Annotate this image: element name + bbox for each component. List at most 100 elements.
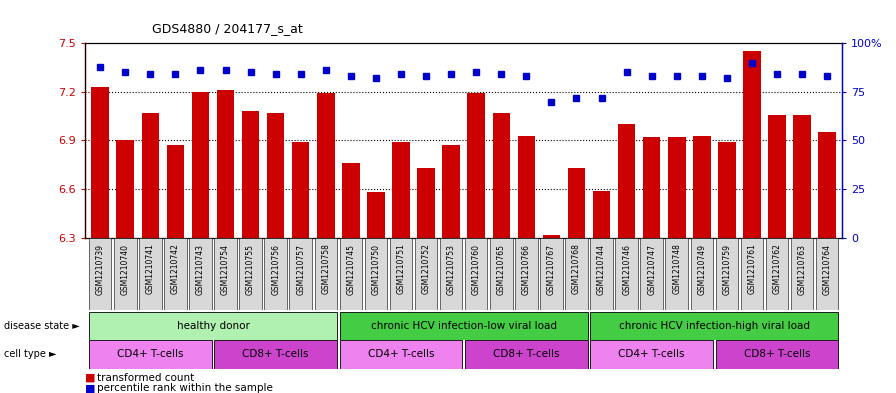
FancyBboxPatch shape [114, 238, 136, 310]
Bar [793, 115, 811, 238]
Text: percentile rank within the sample: percentile rank within the sample [97, 383, 272, 393]
Text: CD8+ T-cells: CD8+ T-cells [243, 349, 309, 360]
FancyBboxPatch shape [590, 312, 839, 340]
Text: GSM1210760: GSM1210760 [471, 244, 481, 295]
FancyBboxPatch shape [515, 238, 538, 310]
Text: GSM1210748: GSM1210748 [672, 244, 681, 294]
FancyBboxPatch shape [465, 340, 588, 369]
Text: CD4+ T-cells: CD4+ T-cells [367, 349, 435, 360]
Text: CD8+ T-cells: CD8+ T-cells [744, 349, 810, 360]
FancyBboxPatch shape [214, 238, 237, 310]
Text: GSM1210742: GSM1210742 [171, 244, 180, 294]
Bar [468, 94, 485, 238]
FancyBboxPatch shape [565, 238, 588, 310]
Bar [518, 136, 535, 238]
Bar [668, 137, 685, 238]
Bar [493, 113, 510, 238]
FancyBboxPatch shape [766, 238, 788, 310]
Text: GSM1210753: GSM1210753 [446, 244, 456, 295]
FancyBboxPatch shape [289, 238, 312, 310]
FancyBboxPatch shape [214, 340, 337, 369]
FancyBboxPatch shape [340, 312, 588, 340]
Bar [116, 140, 134, 238]
Text: GSM1210746: GSM1210746 [622, 244, 631, 295]
FancyBboxPatch shape [89, 340, 211, 369]
Bar [568, 168, 585, 238]
FancyBboxPatch shape [89, 238, 111, 310]
Text: GSM1210756: GSM1210756 [271, 244, 280, 295]
Bar [267, 113, 284, 238]
FancyBboxPatch shape [641, 238, 663, 310]
Text: GSM1210749: GSM1210749 [697, 244, 706, 295]
Bar [743, 51, 761, 238]
FancyBboxPatch shape [139, 238, 161, 310]
Text: GSM1210761: GSM1210761 [747, 244, 756, 294]
FancyBboxPatch shape [590, 238, 613, 310]
Text: GSM1210747: GSM1210747 [647, 244, 656, 295]
FancyBboxPatch shape [490, 238, 513, 310]
Text: CD4+ T-cells: CD4+ T-cells [117, 349, 184, 360]
Bar [242, 111, 259, 238]
Bar [543, 235, 560, 238]
Text: GSM1210752: GSM1210752 [422, 244, 431, 294]
Bar [718, 142, 736, 238]
Text: GSM1210755: GSM1210755 [246, 244, 255, 295]
Bar [643, 137, 660, 238]
FancyBboxPatch shape [314, 238, 337, 310]
Bar [618, 124, 635, 238]
FancyBboxPatch shape [741, 238, 763, 310]
Text: GSM1210758: GSM1210758 [322, 244, 331, 294]
FancyBboxPatch shape [440, 238, 462, 310]
FancyBboxPatch shape [590, 340, 713, 369]
FancyBboxPatch shape [666, 238, 688, 310]
FancyBboxPatch shape [540, 238, 563, 310]
Text: GSM1210750: GSM1210750 [372, 244, 381, 295]
Text: ■: ■ [85, 383, 96, 393]
Text: GSM1210740: GSM1210740 [121, 244, 130, 295]
Text: GSM1210765: GSM1210765 [496, 244, 505, 295]
Bar [694, 136, 711, 238]
Text: GDS4880 / 204177_s_at: GDS4880 / 204177_s_at [152, 22, 303, 35]
Bar [418, 168, 435, 238]
Text: GSM1210739: GSM1210739 [96, 244, 105, 295]
Text: CD4+ T-cells: CD4+ T-cells [618, 349, 685, 360]
Bar [443, 145, 460, 238]
Text: GSM1210764: GSM1210764 [823, 244, 831, 295]
FancyBboxPatch shape [264, 238, 287, 310]
FancyBboxPatch shape [340, 340, 462, 369]
Text: GSM1210762: GSM1210762 [772, 244, 781, 294]
Text: transformed count: transformed count [97, 373, 194, 383]
FancyBboxPatch shape [365, 238, 387, 310]
Bar [768, 115, 786, 238]
Text: GSM1210745: GSM1210745 [347, 244, 356, 295]
FancyBboxPatch shape [716, 238, 738, 310]
Bar [593, 191, 610, 238]
FancyBboxPatch shape [340, 238, 362, 310]
Bar [217, 90, 234, 238]
Text: GSM1210754: GSM1210754 [221, 244, 230, 295]
Text: GSM1210741: GSM1210741 [146, 244, 155, 294]
Bar [317, 94, 334, 238]
Bar [167, 145, 185, 238]
Text: chronic HCV infection-high viral load: chronic HCV infection-high viral load [619, 321, 810, 331]
Text: GSM1210743: GSM1210743 [196, 244, 205, 295]
FancyBboxPatch shape [89, 312, 337, 340]
Bar [392, 142, 409, 238]
Text: GSM1210744: GSM1210744 [597, 244, 606, 295]
FancyBboxPatch shape [716, 340, 839, 369]
Bar [192, 92, 210, 238]
Bar [142, 113, 159, 238]
Bar [292, 142, 309, 238]
Text: GSM1210768: GSM1210768 [572, 244, 581, 294]
Text: chronic HCV infection-low viral load: chronic HCV infection-low viral load [371, 321, 556, 331]
Text: ■: ■ [85, 373, 96, 383]
FancyBboxPatch shape [816, 238, 839, 310]
Text: disease state ►: disease state ► [4, 321, 81, 331]
Text: GSM1210767: GSM1210767 [547, 244, 556, 295]
FancyBboxPatch shape [239, 238, 262, 310]
FancyBboxPatch shape [616, 238, 638, 310]
FancyBboxPatch shape [465, 238, 487, 310]
Bar [342, 163, 359, 238]
Bar [91, 87, 109, 238]
Text: GSM1210766: GSM1210766 [521, 244, 530, 295]
